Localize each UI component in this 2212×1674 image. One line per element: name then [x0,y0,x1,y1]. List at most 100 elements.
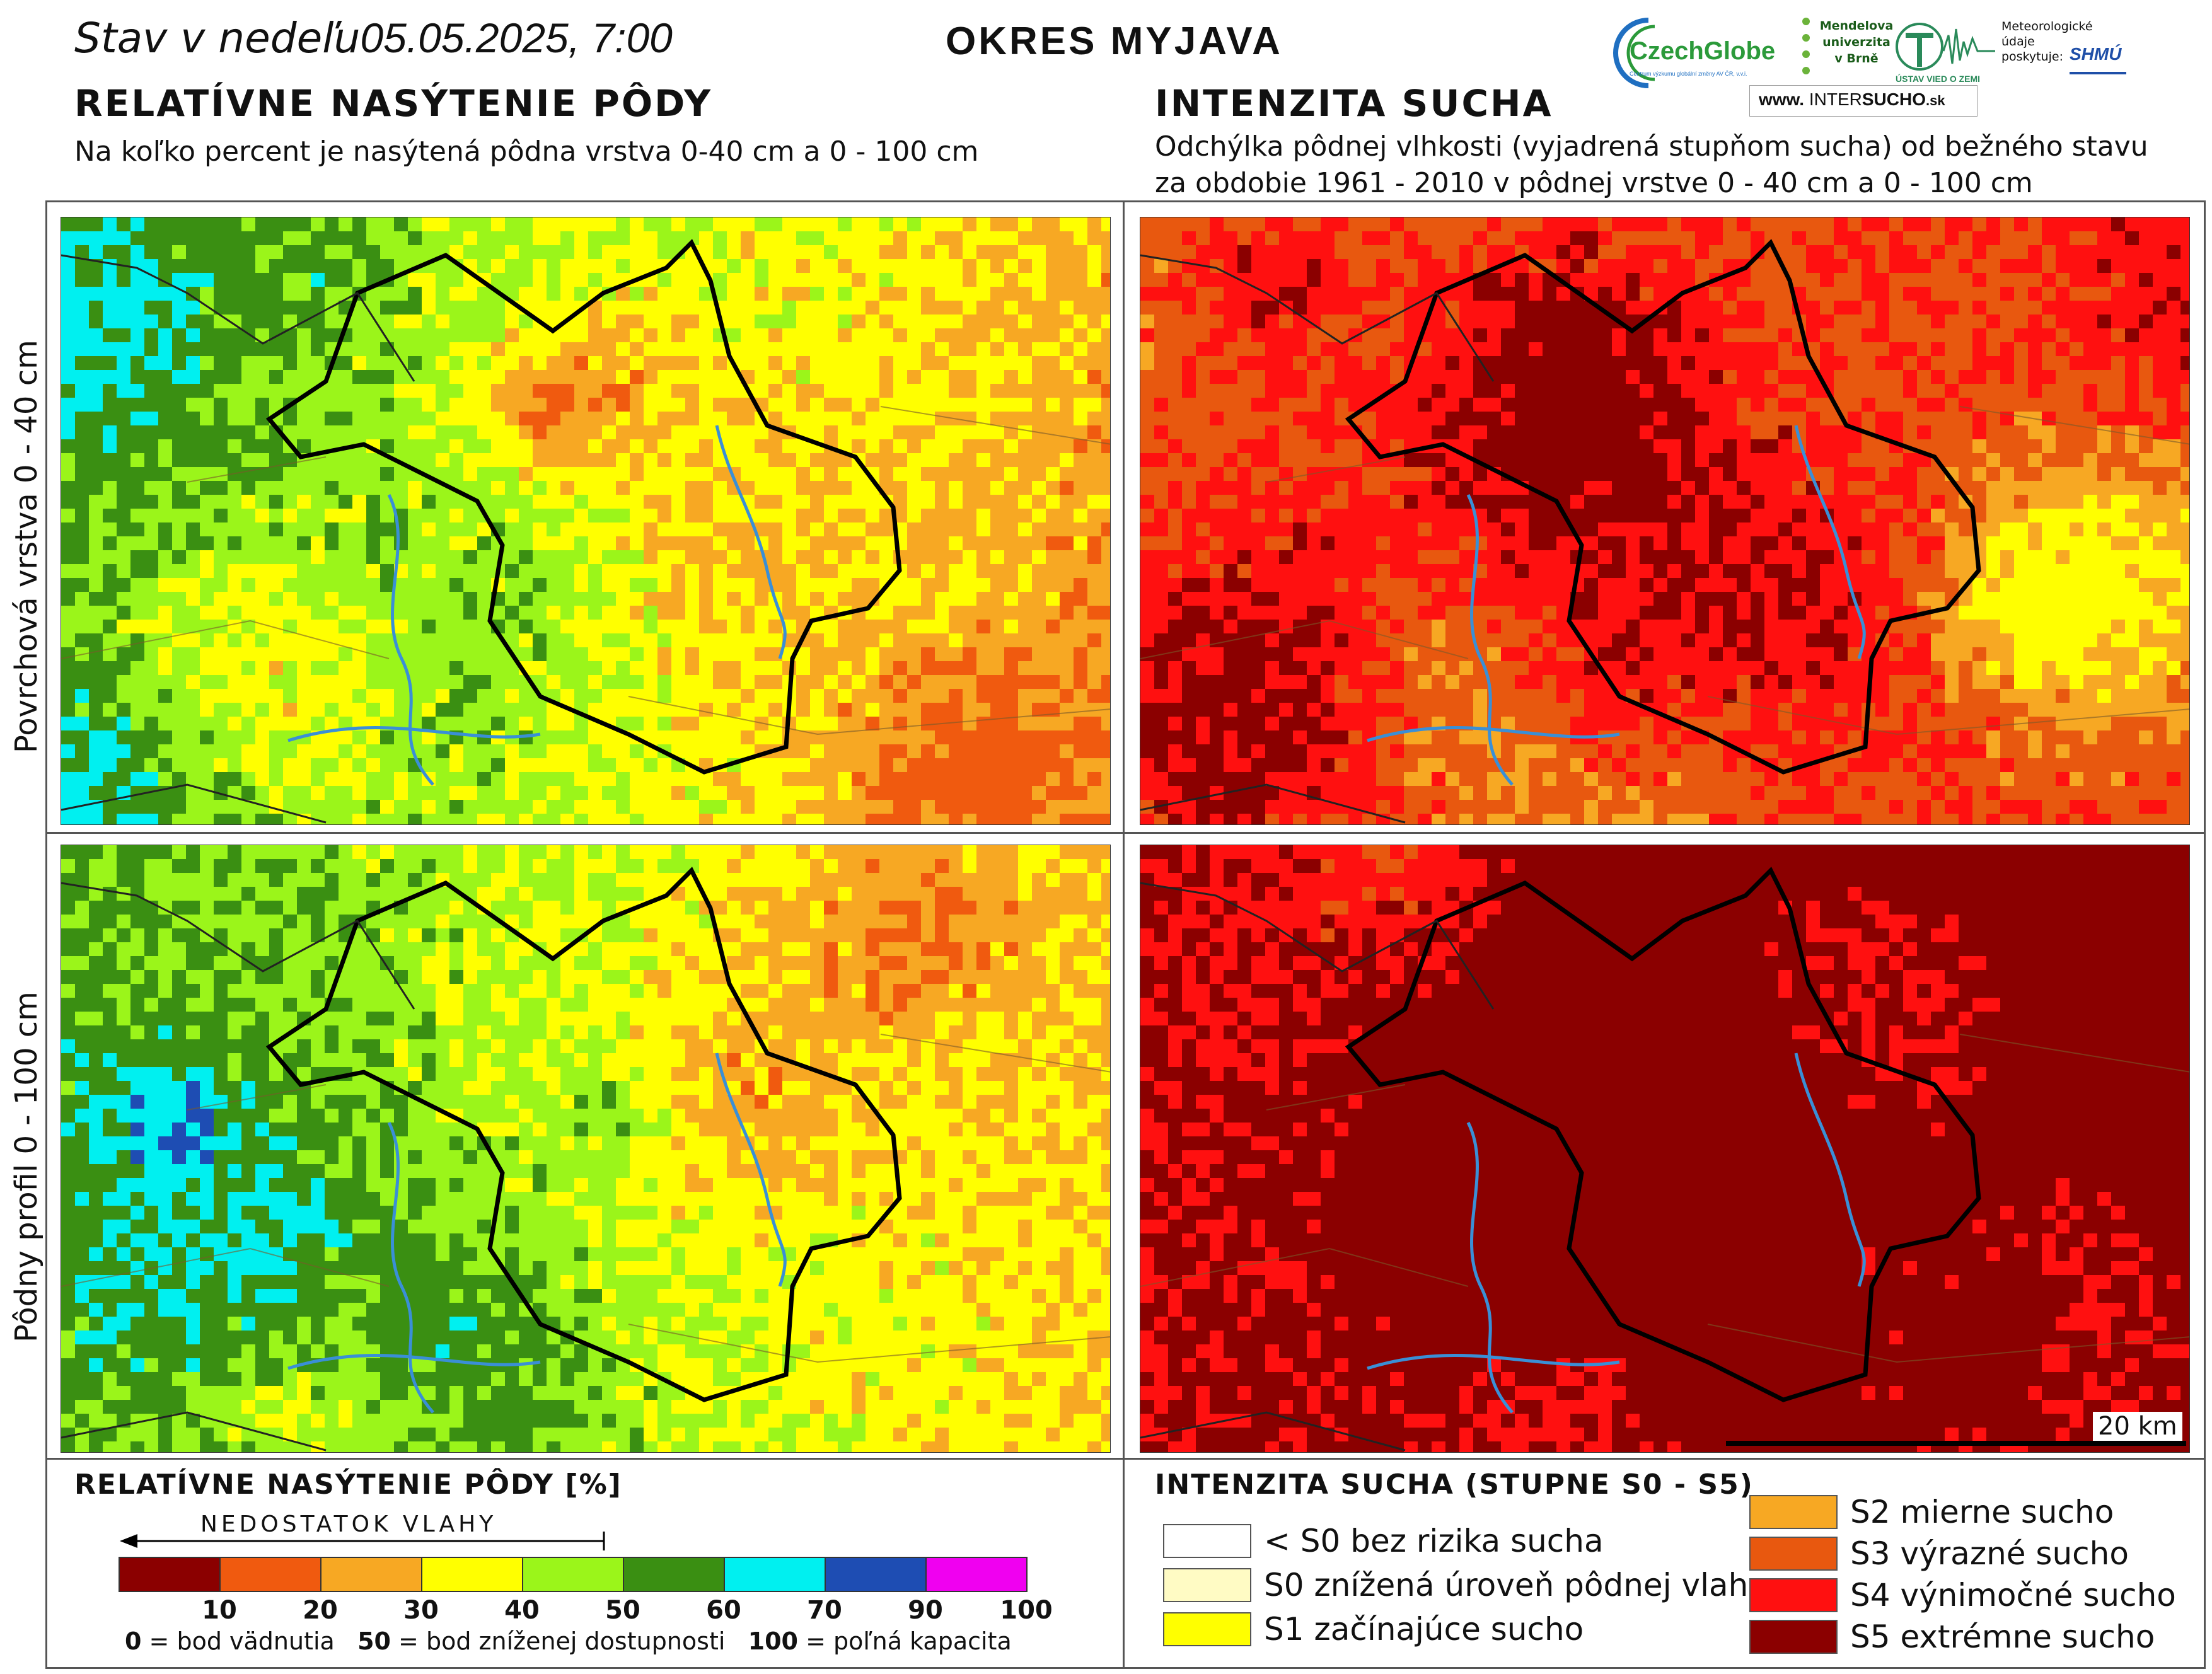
map-cell [1140,342,1155,357]
map-cell [547,564,561,579]
map-cell [1626,342,1640,357]
map-cell [339,412,353,426]
map-cell [1792,495,1807,509]
map-cell [1487,342,1502,357]
map-cell [630,315,644,329]
map-cell [713,384,727,398]
map-cell [436,606,450,620]
map-cell [1154,273,1169,287]
map-cell [1875,217,1890,232]
map-cell [1653,481,1668,495]
map-cell [172,606,187,620]
map-cell [1046,800,1060,814]
map-cell [200,814,214,824]
map-cell [449,550,464,565]
map-cell [1060,217,1074,232]
map-cell [1032,453,1046,468]
map-cell [644,703,658,717]
map-cell [2167,315,2181,329]
map-cell [75,578,90,592]
map-cell [879,259,894,274]
map-cell [75,453,90,468]
map-cell [186,425,200,440]
map-cell [852,509,866,523]
map-cell [630,814,644,824]
map-cell [644,467,658,482]
map-cell [75,536,90,551]
map-cell [1060,495,1074,509]
map-cell [1959,287,1973,301]
map-cell [380,231,395,246]
map-cell [1279,384,1294,398]
map-cell [519,398,533,412]
map-cell [1060,744,1074,759]
map-cell [172,717,187,731]
map-cell [2083,370,2098,384]
map-cell [200,758,214,773]
map-cell [1293,273,1307,287]
map-cell [560,370,575,384]
map-cell [879,536,894,551]
map-cell [824,384,838,398]
map-cell [560,814,575,824]
map-cell [1751,217,1765,232]
map-cell [130,522,145,537]
map-cell [366,703,381,717]
map-cell [297,536,311,551]
map-cell [1004,730,1019,745]
map-cell [1862,453,1876,468]
map-cell [1764,453,1779,468]
map-cell [852,273,866,287]
map-cell [852,786,866,800]
map-cell [200,522,214,537]
map-cell [1529,467,1543,482]
map-cell [1046,217,1060,232]
map-cell [117,273,131,287]
map-cell [1251,301,1266,315]
map-cell [1032,439,1046,454]
map-cell [325,661,339,676]
map-cell [200,703,214,717]
map-cell [130,384,145,398]
map-cell [1806,412,1821,426]
map-cell [1778,370,1793,384]
intersucho-link[interactable]: www. INTERSUCHO.sk [1749,85,1977,117]
map-cell [103,467,117,482]
map-cell [713,273,727,287]
map-cell [519,800,533,814]
map-cell [172,439,187,454]
map-cell [1101,412,1110,426]
map-cell [449,633,464,648]
map-cell [1087,550,1102,565]
map-cell [2097,245,2112,260]
map-cell [782,217,797,232]
map-cell [1612,384,1626,398]
map-cell [200,592,214,606]
map-cell [158,647,173,662]
map-cell [352,384,367,398]
map-cell [103,439,117,454]
map-cell [352,342,367,357]
map-cell [339,578,353,592]
map-cell [907,647,922,662]
map-cell [1612,425,1626,440]
map-cell [2056,259,2070,274]
map-cell [436,717,450,731]
map-cell [1931,231,1945,246]
map-cell [325,412,339,426]
map-cell [89,231,103,246]
map-cell [2180,287,2189,301]
map-cell [117,703,131,717]
map-cell [89,245,103,260]
map-cell [366,370,381,384]
map-cell [1182,273,1196,287]
map-cell [1445,425,1460,440]
map-cell [1445,217,1460,232]
map-cell [1501,384,1515,398]
map-cell [963,620,977,634]
map-cell [477,786,492,800]
map-cell [505,758,519,773]
map-cell [255,398,270,412]
map-cell [1570,328,1585,343]
map-cell [1889,315,1904,329]
